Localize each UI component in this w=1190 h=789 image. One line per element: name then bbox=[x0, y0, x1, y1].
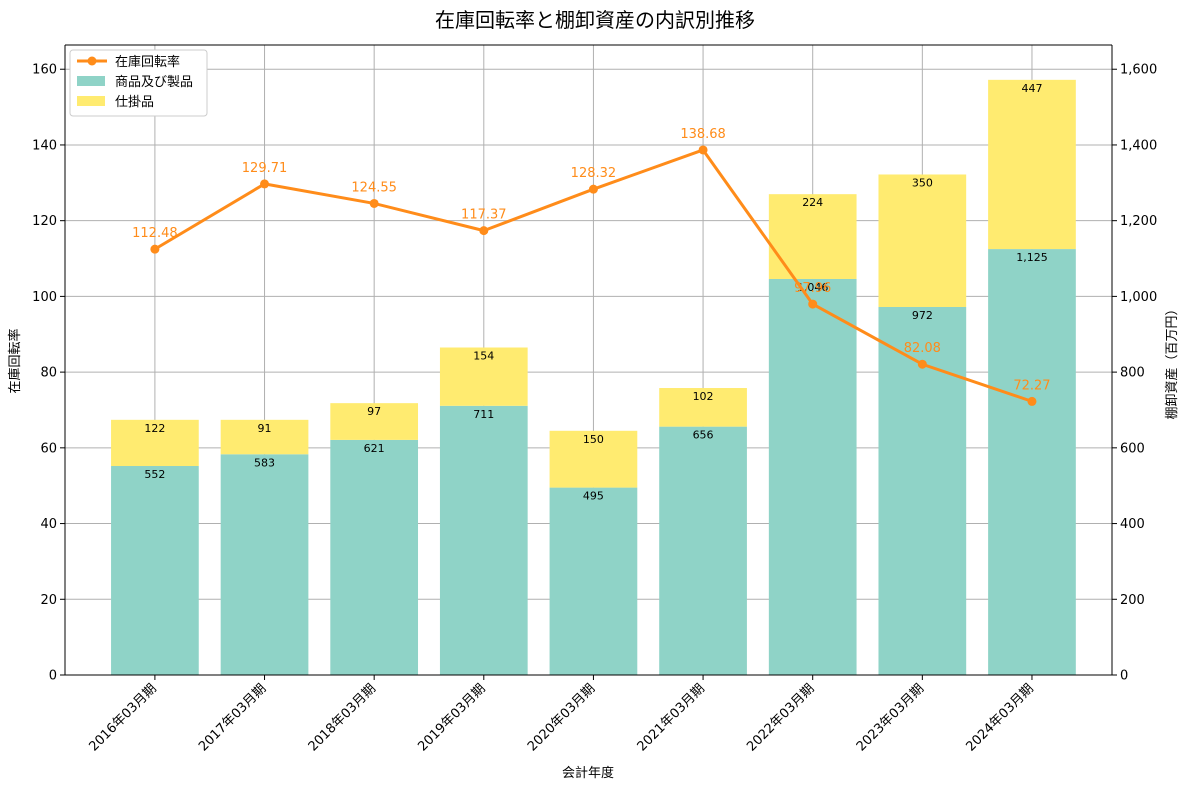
y-left-tick-label: 20 bbox=[40, 593, 57, 608]
legend-label-products: 商品及び製品 bbox=[115, 75, 193, 90]
y-left-tick-label: 120 bbox=[32, 214, 57, 229]
turnover-label: 97.96 bbox=[794, 281, 831, 296]
y-left-tick-label: 60 bbox=[40, 441, 57, 456]
x-tick-label: 2021年03月期 bbox=[635, 681, 708, 754]
bar-wip bbox=[111, 419, 199, 467]
y-axis-right-label: 棚卸資産（百万円） bbox=[1164, 302, 1180, 419]
turnover-point bbox=[260, 179, 270, 189]
y-left-tick-label: 100 bbox=[32, 290, 57, 305]
bar-label-products: 552 bbox=[144, 468, 165, 481]
legend-label-turnover: 在庫回転率 bbox=[115, 54, 180, 70]
y-left-tick-label: 80 bbox=[40, 366, 57, 381]
bar-label-products: 972 bbox=[912, 309, 933, 322]
bar-products bbox=[111, 466, 199, 675]
bar-label-wip: 122 bbox=[144, 422, 165, 435]
turnover-point bbox=[588, 184, 598, 194]
bar-label-products: 495 bbox=[583, 490, 604, 503]
x-tick-label: 2017年03月期 bbox=[196, 681, 269, 754]
turnover-point bbox=[917, 359, 927, 369]
bar-wip bbox=[330, 403, 419, 440]
y-axis-left-label: 在庫回転率 bbox=[7, 328, 23, 393]
legend-label-wip: 仕掛品 bbox=[115, 95, 154, 110]
bar-label-products: 621 bbox=[364, 442, 385, 455]
bar-wip bbox=[220, 419, 309, 455]
legend-swatch-products bbox=[77, 76, 105, 86]
bar-wip bbox=[549, 430, 638, 488]
bar-products bbox=[659, 426, 747, 675]
bar-products bbox=[988, 249, 1076, 675]
y-right-tick-label: 0 bbox=[1120, 669, 1128, 684]
bar-products bbox=[549, 487, 638, 675]
x-axis-label: 会計年度 bbox=[562, 765, 614, 781]
y-right-tick-label: 800 bbox=[1120, 366, 1145, 381]
y-left-tick-label: 0 bbox=[49, 669, 57, 684]
bar-label-wip: 97 bbox=[367, 405, 381, 418]
y-right-tick-label: 200 bbox=[1120, 593, 1145, 608]
x-tick-label: 2022年03月期 bbox=[744, 681, 817, 754]
bar-label-wip: 224 bbox=[802, 196, 823, 209]
y-right-tick-label: 600 bbox=[1120, 441, 1145, 456]
bar-label-products: 656 bbox=[693, 429, 714, 442]
bar-products bbox=[220, 454, 309, 675]
bar-wip bbox=[439, 347, 528, 406]
x-tick-label: 2019年03月期 bbox=[415, 681, 488, 754]
turnover-point bbox=[698, 145, 708, 155]
bar-products bbox=[330, 439, 419, 675]
turnover-line: 112.48 129.71 124.55 117.37 128.32 138.68 97.9… bbox=[132, 127, 1051, 406]
turnover-point bbox=[369, 198, 379, 208]
x-tick-label: 2018年03月期 bbox=[306, 681, 379, 754]
bar-label-products: 711 bbox=[473, 408, 494, 421]
legend: 在庫回転率 商品及び製品 仕掛品 bbox=[69, 49, 208, 117]
y-left-tick-label: 40 bbox=[40, 517, 57, 532]
y-right-tick-label: 1,200 bbox=[1120, 214, 1157, 229]
bar-label-wip: 102 bbox=[693, 390, 714, 403]
turnover-label: 129.71 bbox=[242, 161, 288, 176]
bar-label-products: 1,125 bbox=[1016, 251, 1048, 264]
bar-label-products: 583 bbox=[254, 456, 275, 469]
bar-products bbox=[768, 278, 857, 675]
turnover-point bbox=[1027, 396, 1037, 406]
y-right-tick-label: 1,600 bbox=[1120, 63, 1157, 78]
turnover-label: 72.27 bbox=[1013, 378, 1050, 393]
y-right-tick-label: 1,400 bbox=[1120, 138, 1157, 153]
legend-line-marker bbox=[87, 56, 97, 66]
y-left-tick-label: 160 bbox=[32, 63, 57, 78]
x-tick-label: 2024年03月期 bbox=[964, 681, 1037, 754]
turnover-point bbox=[150, 244, 160, 254]
bar-label-wip: 447 bbox=[1021, 82, 1042, 95]
bar-label-wip: 154 bbox=[473, 350, 494, 363]
turnover-label: 112.48 bbox=[132, 226, 178, 241]
turnover-point bbox=[808, 299, 818, 309]
bar-wip bbox=[988, 79, 1076, 250]
y-left-tick-label: 140 bbox=[32, 138, 57, 153]
y-right-tick-label: 400 bbox=[1120, 517, 1145, 532]
turnover-label: 128.32 bbox=[571, 166, 617, 181]
turnover-point bbox=[479, 226, 489, 236]
turnover-label: 124.55 bbox=[351, 180, 397, 195]
y-right-tick-label: 1,000 bbox=[1120, 290, 1157, 305]
turnover-label: 117.37 bbox=[461, 208, 507, 223]
bar-products bbox=[439, 405, 528, 675]
x-tick-label: 2020年03月期 bbox=[525, 681, 598, 754]
chart-title: 在庫回転率と棚卸資産の内訳別推移 bbox=[435, 8, 755, 32]
bar-wip bbox=[659, 388, 747, 427]
bars bbox=[111, 79, 1076, 675]
turnover-label: 138.68 bbox=[680, 127, 726, 142]
turnover-label: 82.08 bbox=[904, 341, 941, 356]
x-tick-label: 2016年03月期 bbox=[86, 681, 159, 754]
bar-label-wip: 350 bbox=[912, 176, 933, 189]
x-tick-label: 2023年03月期 bbox=[854, 681, 927, 754]
bar-wip bbox=[878, 174, 967, 307]
bar-label-wip: 91 bbox=[258, 422, 272, 435]
legend-swatch-wip bbox=[77, 96, 105, 106]
bar-label-wip: 150 bbox=[583, 433, 604, 446]
